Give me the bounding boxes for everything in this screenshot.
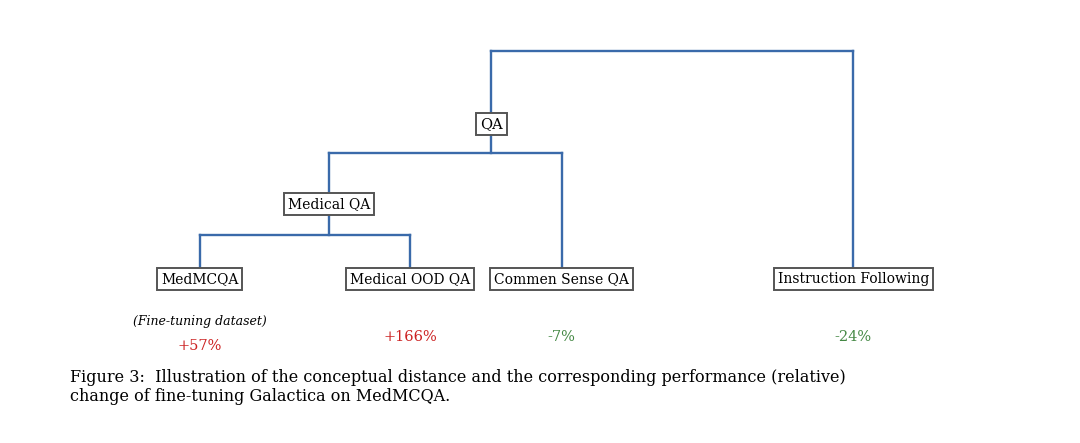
- Text: Medical OOD QA: Medical OOD QA: [350, 272, 471, 286]
- Text: -7%: -7%: [548, 330, 576, 344]
- Text: +57%: +57%: [177, 338, 222, 353]
- Text: -24%: -24%: [835, 330, 872, 344]
- Text: MedMCQA: MedMCQA: [161, 272, 239, 286]
- Text: (Fine-tuning dataset): (Fine-tuning dataset): [133, 315, 267, 328]
- Text: Medical QA: Medical QA: [288, 197, 370, 211]
- Text: Instruction Following: Instruction Following: [778, 272, 929, 286]
- Text: Commen Sense QA: Commen Sense QA: [495, 272, 629, 286]
- Text: +166%: +166%: [383, 330, 437, 344]
- Text: QA: QA: [480, 117, 503, 131]
- Text: Figure 3:  Illustration of the conceptual distance and the corresponding perform: Figure 3: Illustration of the conceptual…: [70, 369, 846, 405]
